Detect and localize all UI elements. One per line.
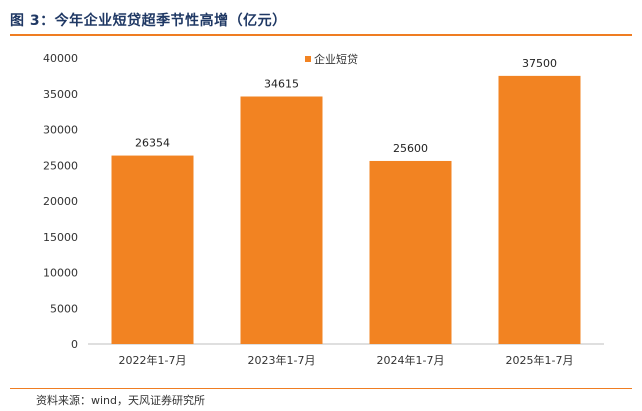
title-divider (10, 34, 632, 36)
x-tick-label: 2024年1-7月 (377, 353, 445, 367)
source-note: 资料来源：wind，天风证券研究所 (36, 394, 206, 407)
bar (369, 160, 452, 344)
data-label: 26354 (135, 137, 170, 150)
bar (111, 155, 194, 344)
y-tick-label: 5000 (50, 302, 78, 315)
y-tick-label: 20000 (43, 195, 78, 208)
legend-swatch (305, 56, 311, 62)
x-tick-label: 2022年1-7月 (119, 353, 187, 367)
y-tick-label: 0 (71, 338, 78, 351)
y-tick-label: 10000 (43, 267, 78, 280)
data-label: 25600 (393, 142, 428, 155)
data-label: 34615 (264, 78, 299, 91)
page-title: 图 3：今年企业短贷超季节性高增（亿元） (10, 13, 287, 29)
bar-chart: 0 5000 10000 15000 20000 25000 30000 35000 40000… (43, 52, 604, 367)
bar (240, 96, 323, 344)
y-tick-label: 40000 (43, 52, 78, 65)
y-tick-label: 35000 (43, 88, 78, 101)
data-label: 37500 (522, 57, 557, 70)
legend-label: 企业短贷 (314, 52, 358, 66)
y-tick-label: 30000 (43, 124, 78, 137)
y-tick-label: 15000 (43, 231, 78, 244)
y-tick-label: 25000 (43, 159, 78, 172)
footer-divider (10, 388, 632, 389)
bar (498, 75, 581, 344)
x-tick-label: 2025年1-7月 (506, 353, 574, 367)
x-tick-label: 2023年1-7月 (248, 353, 316, 367)
